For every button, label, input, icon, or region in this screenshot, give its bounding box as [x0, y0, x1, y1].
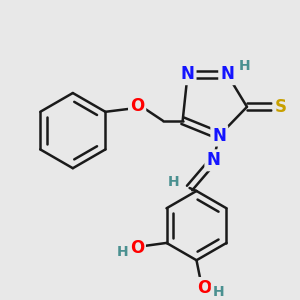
Text: N: N [206, 151, 220, 169]
Text: O: O [197, 279, 212, 297]
Text: O: O [130, 97, 144, 115]
Text: H: H [117, 245, 129, 259]
Text: N: N [220, 65, 234, 83]
Text: N: N [212, 127, 226, 145]
Text: H: H [212, 285, 224, 299]
Text: H: H [239, 59, 251, 73]
Text: N: N [181, 65, 194, 83]
Text: S: S [274, 98, 286, 116]
Text: O: O [130, 239, 144, 257]
Text: H: H [168, 175, 180, 189]
